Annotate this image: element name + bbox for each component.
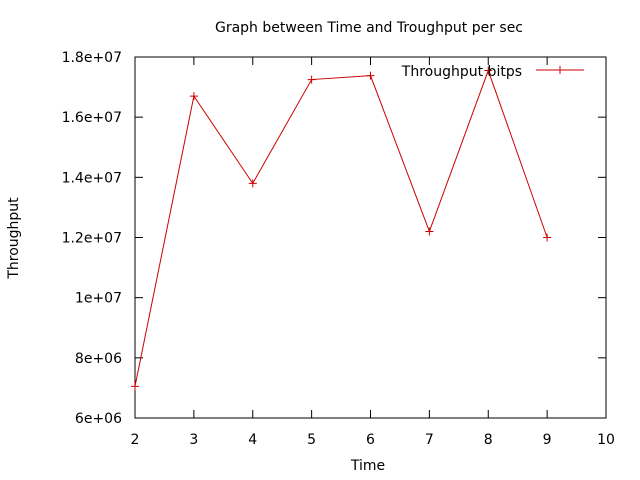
y-tick-label: 8e+06 [75, 351, 122, 367]
plot-frame [134, 56, 607, 419]
y-tick-label: 1.4e+07 [62, 170, 122, 186]
y-tick-label: 1e+07 [75, 291, 122, 307]
x-tick-label: 8 [484, 432, 493, 448]
y-tick-label: 6e+06 [75, 411, 122, 427]
legend-label: Throughput bitps [401, 64, 522, 80]
legend: Throughput bitps [401, 64, 584, 80]
x-tick-label: 2 [131, 432, 140, 448]
data-point-marker [307, 75, 316, 84]
data-point-marker [543, 233, 552, 242]
y-tick-label: 1.6e+07 [62, 110, 122, 126]
x-axis-ticks: 2 3 4 5 6 7 8 9 10 [131, 57, 615, 448]
x-tick-label: 4 [248, 432, 257, 448]
data-point-marker [425, 227, 434, 236]
x-axis-label: Time [350, 458, 385, 474]
data-point-marker [189, 92, 198, 101]
y-axis-label: Throughput [6, 197, 22, 280]
x-tick-label: 5 [307, 432, 316, 448]
x-tick-label: 6 [366, 432, 375, 448]
x-tick-label: 9 [543, 432, 552, 448]
data-point-marker [366, 71, 375, 80]
y-tick-label: 1.8e+07 [62, 50, 122, 66]
x-tick-label: 10 [597, 432, 615, 448]
chart-title: Graph between Time and Troughput per sec [215, 20, 523, 36]
data-point-marker [484, 66, 493, 75]
x-tick-label: 7 [425, 432, 434, 448]
data-point-marker [131, 382, 139, 391]
series-line [134, 69, 548, 387]
series-layer [131, 66, 552, 391]
x-tick-label: 3 [189, 432, 198, 448]
data-point-marker [248, 179, 257, 188]
legend-marker [556, 66, 564, 74]
y-tick-label: 1.2e+07 [62, 231, 122, 247]
y-axis-ticks: 6e+06 8e+06 1e+07 1.2e+07 1.4e+07 1.6e+07 1.8e… [62, 50, 606, 427]
